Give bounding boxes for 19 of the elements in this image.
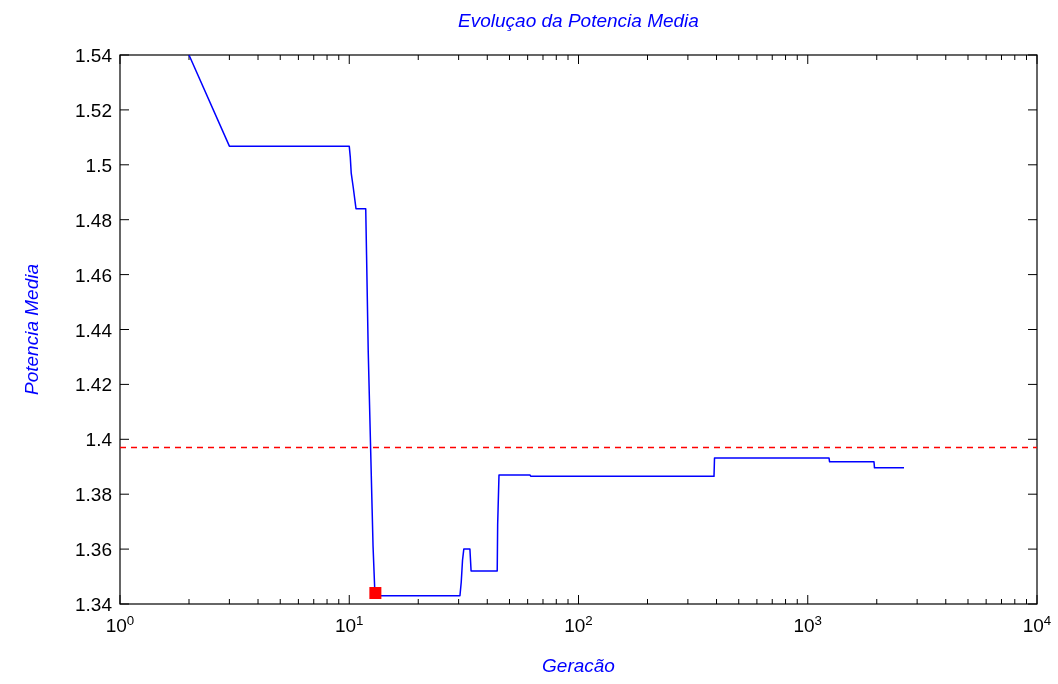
y-axis-title: Potencia Media (21, 264, 42, 395)
y-tick-label: 1.44 (75, 319, 113, 341)
y-tick-label: 1.38 (75, 484, 112, 506)
x-tick-label: 10$^{2}$ (564, 612, 593, 636)
chart-title: Evoluçao da Potencia Media (458, 10, 699, 31)
x-tick-label: 10$^{4}$ (1022, 612, 1052, 636)
y-tick-label: 1.4 (85, 429, 113, 451)
x-tick-label: 10$^{0}$ (105, 612, 135, 636)
y-tick-label: 1.42 (75, 374, 112, 396)
x-tick-label: 10$^{3}$ (793, 612, 823, 636)
y-tick-label: 1.34 (75, 594, 113, 615)
y-tick-label: 1.52 (75, 99, 112, 121)
y-tick-label: 1.54 (75, 45, 113, 66)
y-tick-label: 1.48 (75, 209, 112, 231)
x-axis-title: Geracão (542, 655, 615, 676)
x-tick-label: 10$^{1}$ (334, 612, 364, 636)
y-tick-label: 1.46 (75, 264, 112, 286)
y-tick-label: 1.5 (85, 154, 112, 176)
y-tick-label: 1.36 (75, 539, 112, 561)
